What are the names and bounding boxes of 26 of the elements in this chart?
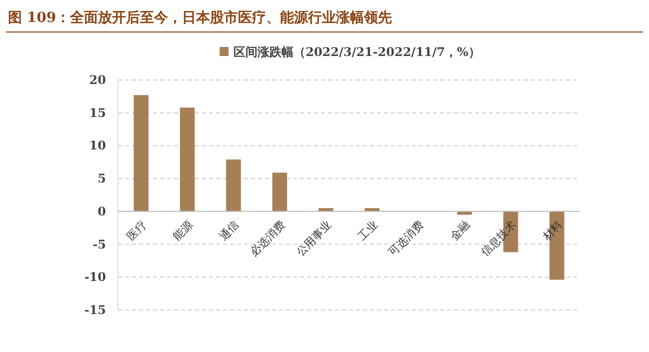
- x-tick-label: 通信: [216, 218, 242, 244]
- x-tick-label: 能源: [170, 218, 196, 244]
- y-tick-label: 5: [98, 172, 106, 186]
- legend-label: 区间涨跌幅（2022/3/21-2022/11/7，%）: [234, 45, 480, 59]
- chart-title: 图 109：全面放开后至今，日本股市医疗、能源行业涨幅领先: [8, 9, 392, 26]
- bar: [272, 172, 288, 212]
- x-tick-label: 医疗: [124, 218, 150, 244]
- x-tick-label: 工业: [355, 218, 380, 244]
- y-tick-label: -10: [84, 270, 106, 284]
- x-tick-label: 可选消费: [386, 218, 426, 259]
- x-tick-label: 必选消费: [248, 218, 288, 259]
- bar: [318, 208, 334, 212]
- bar: [180, 108, 195, 212]
- y-tick-label: -5: [92, 237, 106, 252]
- x-tick-label: 信息技术: [478, 218, 519, 259]
- bar: [226, 160, 241, 212]
- y-tick-label: 0: [98, 204, 106, 218]
- y-tick-label: 10: [89, 138, 106, 153]
- x-tick-label: 金融: [448, 218, 473, 244]
- y-tick-label: -15: [84, 303, 106, 317]
- y-tick-label: 15: [89, 106, 106, 120]
- bar: [364, 208, 380, 212]
- y-tick-label: 20: [89, 73, 106, 87]
- x-tick-label: 公用事业: [294, 218, 334, 259]
- x-tick-label: 材料: [540, 218, 566, 244]
- bar: [134, 95, 148, 212]
